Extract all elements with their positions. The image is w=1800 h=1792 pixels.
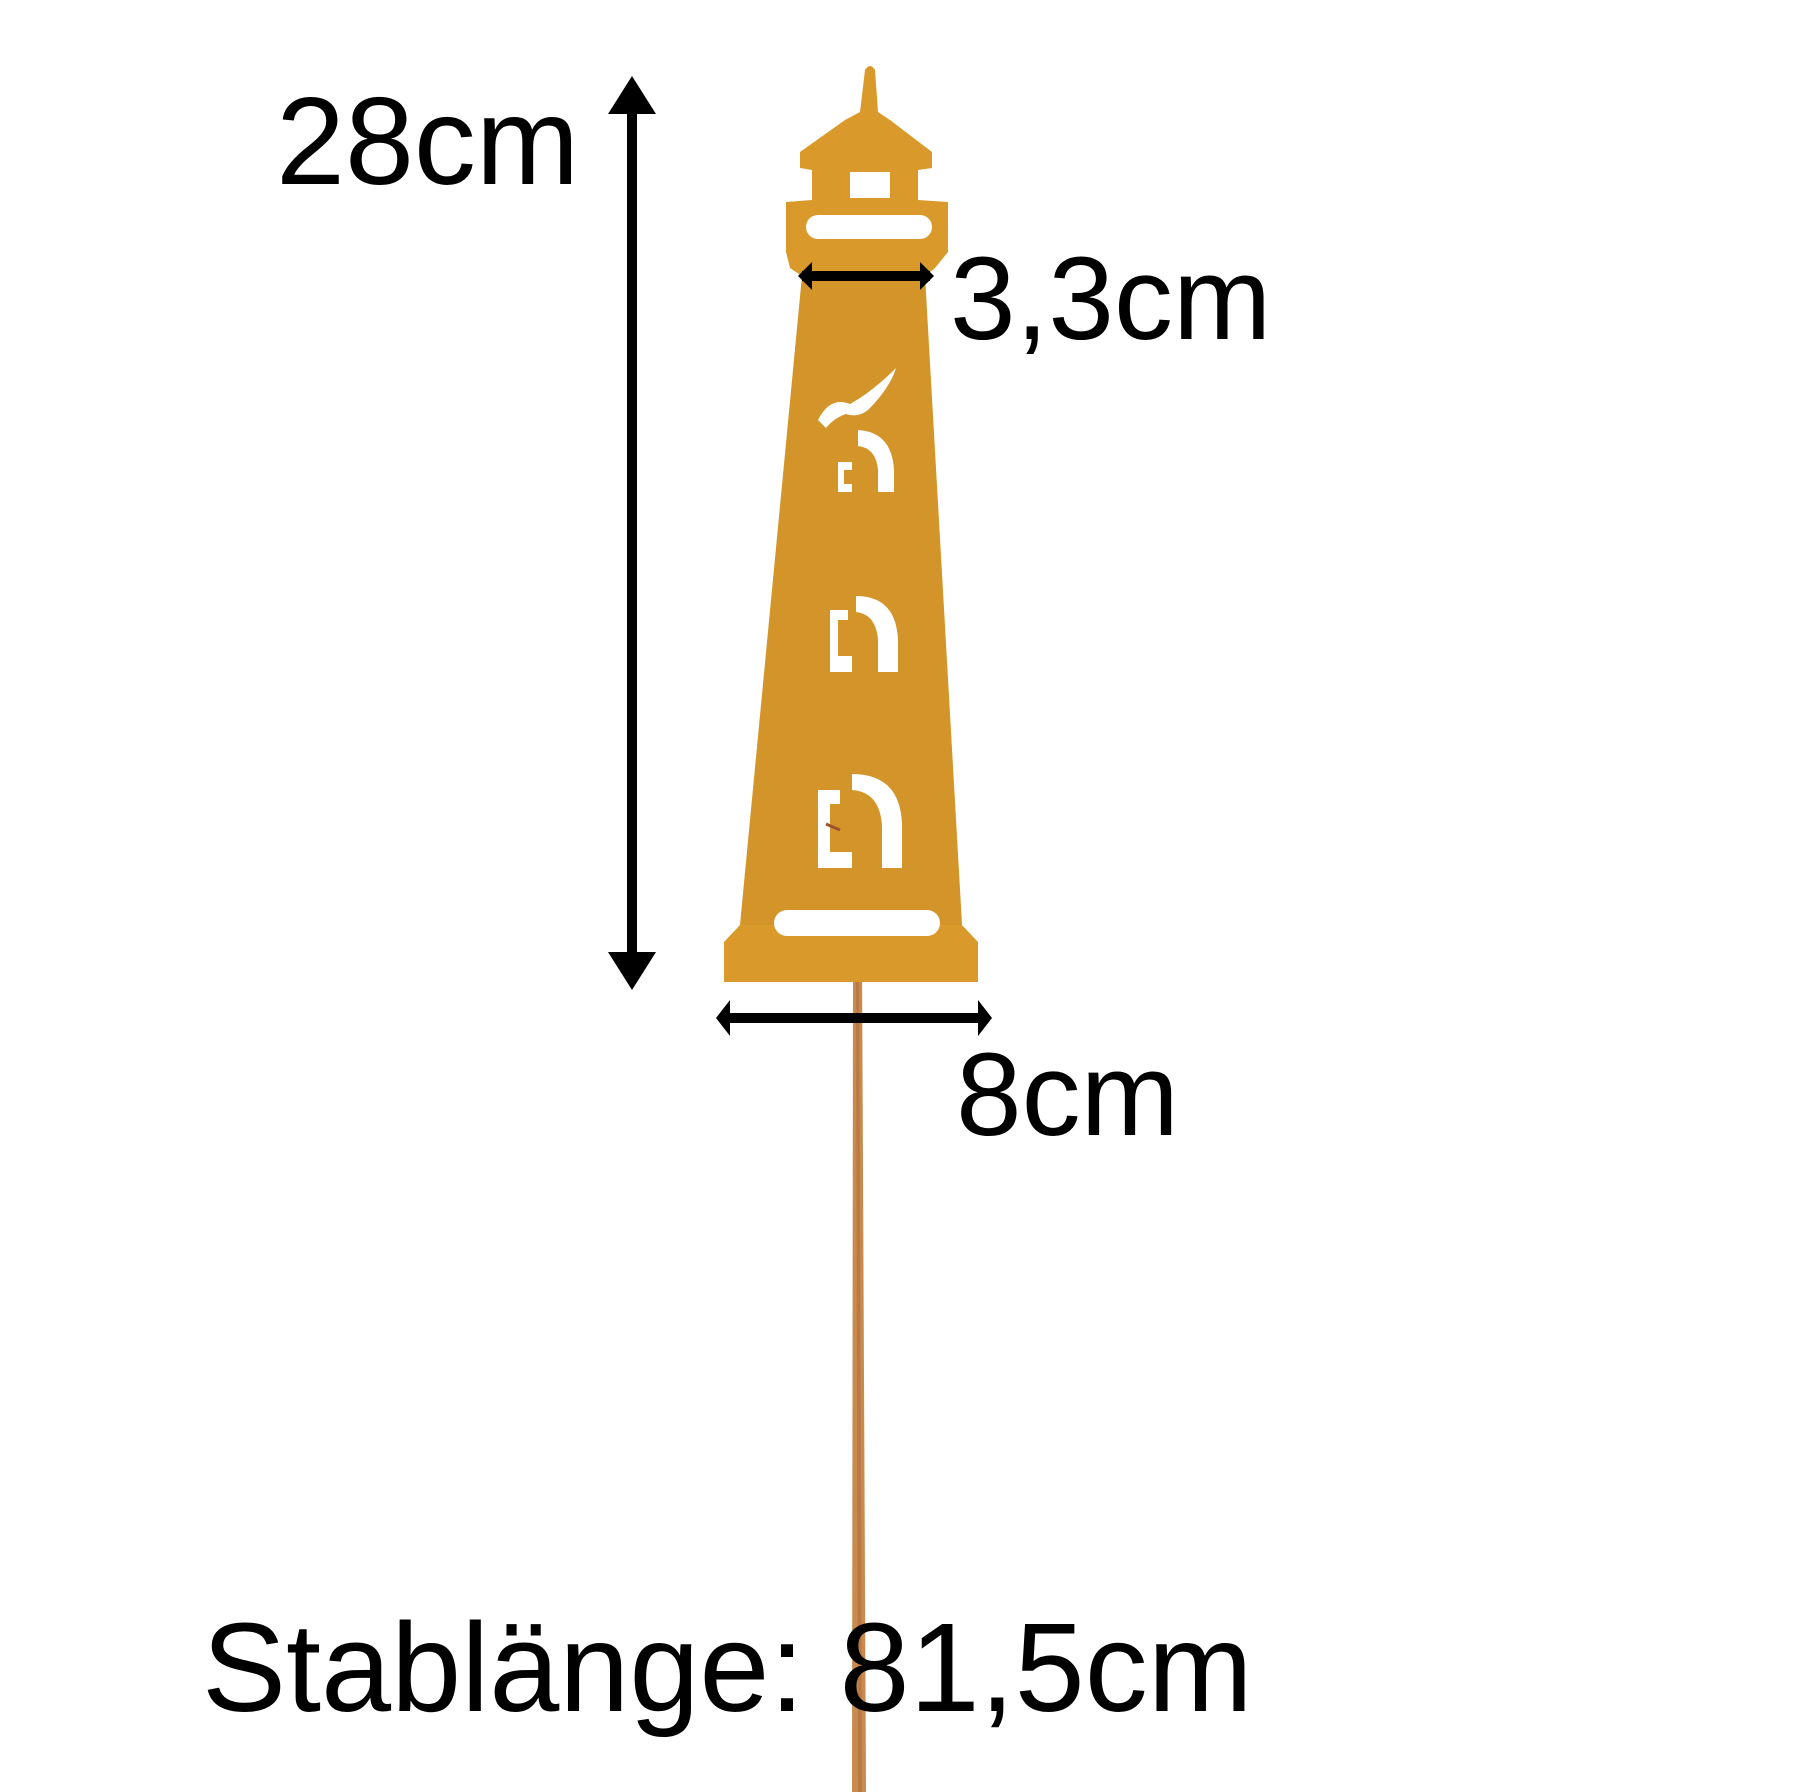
door-icon xyxy=(818,774,902,868)
gallery-slot xyxy=(806,215,932,239)
rod-length-label: Stablänge: 81,5cm xyxy=(202,1597,1253,1738)
seagull-icon xyxy=(818,368,896,428)
window-icon xyxy=(838,430,894,492)
bottom-width-arrow xyxy=(716,1000,992,1036)
base-slot xyxy=(774,910,940,936)
lantern-window xyxy=(850,172,890,198)
rod xyxy=(852,960,866,1792)
height-label: 28cm xyxy=(276,73,580,211)
height-arrow xyxy=(608,76,656,990)
lighthouse-icon xyxy=(724,66,978,982)
top-width-label: 3,3cm xyxy=(950,233,1272,365)
window-icon xyxy=(830,596,898,672)
top-width-arrow xyxy=(798,262,934,290)
bottom-width-label: 8cm xyxy=(956,1029,1179,1161)
